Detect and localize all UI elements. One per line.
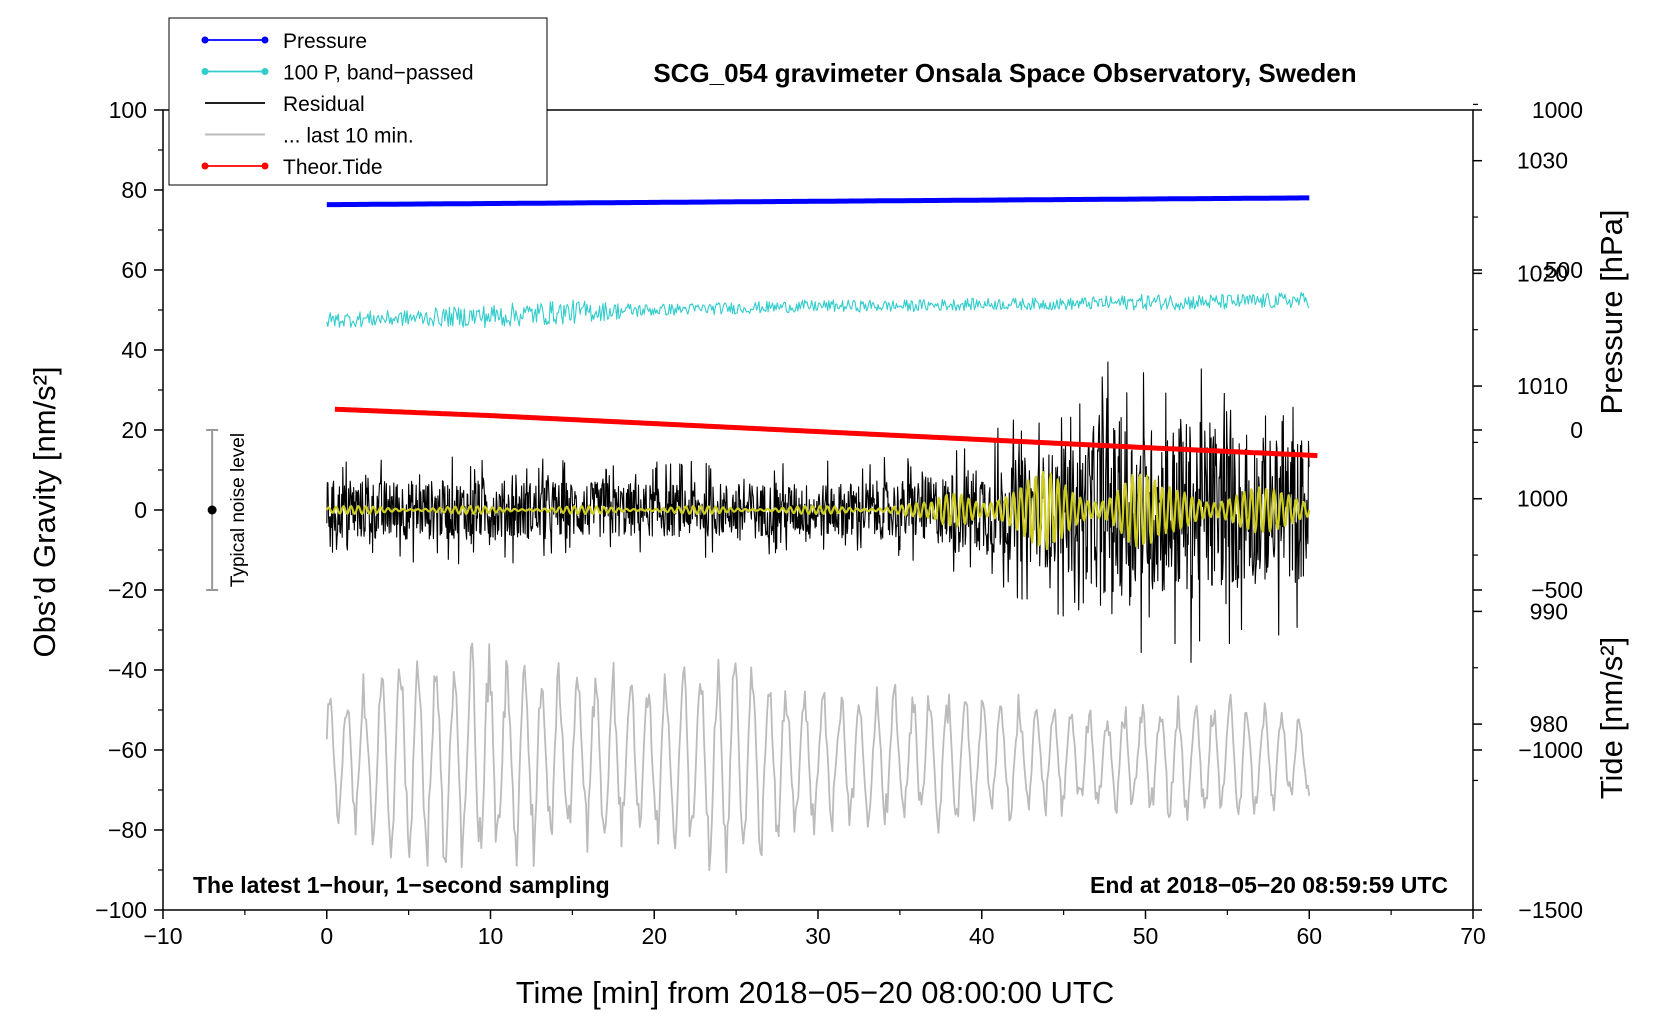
series-line-100-p-band-passed (326, 292, 1310, 329)
y-tick-label: −60 (108, 737, 147, 763)
pressure-tick-label: 980 (1530, 711, 1568, 737)
y-tick-label: 100 (109, 97, 147, 123)
x-tick-label: 40 (969, 923, 995, 949)
y-tick-label: −20 (108, 577, 147, 603)
pressure-tick-label: 990 (1530, 598, 1568, 624)
series-line-theor-tide (334, 406, 1318, 459)
noise-bar-dot (207, 505, 217, 515)
legend-box (168, 17, 548, 186)
legend-marker-start (201, 68, 209, 75)
x-tick-label: 30 (805, 923, 831, 949)
annotation-bottom-left: The latest 1−hour, 1−second sampling (193, 872, 610, 898)
series-line-pressure (326, 195, 1310, 208)
y-tick-label: 40 (121, 337, 147, 363)
x-tick-label: 10 (478, 923, 504, 949)
legend-marker-end (261, 162, 269, 170)
tide-tick-label: 1000 (1532, 97, 1583, 123)
series-line-last-10-min (325, 642, 1311, 874)
y-tick-label: 0 (134, 497, 147, 523)
pressure-axis-title: Pressure [hPa] (1594, 209, 1629, 414)
legend-marker-start (201, 36, 209, 44)
series-layer (206, 195, 1318, 874)
y-tick-label: −40 (108, 657, 147, 683)
tide-tick-label: −500 (1531, 577, 1583, 603)
pressure-tick-label: 1010 (1517, 373, 1568, 399)
legend-marker-end (261, 68, 269, 75)
tide-tick-label: 500 (1545, 257, 1583, 283)
pressure-tick-label: 1000 (1517, 486, 1568, 512)
tide-tick-label: −1000 (1518, 737, 1583, 763)
x-tick-label: 70 (1460, 923, 1486, 949)
x-tick-label: 50 (1133, 923, 1159, 949)
tide-tick-label: 0 (1570, 417, 1583, 443)
legend: Pressure 100 P, band−passed Residual ... la… (168, 17, 548, 186)
y-axis-title-left: Obs’d Gravity [nm/s²] (27, 366, 62, 657)
legend-label: Theor.Tide (283, 156, 383, 179)
annotation-bottom-right: End at 2018−05−20 08:59:59 UTC (1090, 872, 1448, 898)
x-tick-label: −10 (143, 923, 182, 949)
x-tick-label: 60 (1296, 923, 1322, 949)
x-tick-label: 0 (320, 923, 333, 949)
legend-marker-start (201, 162, 209, 170)
legend-label: ... last 10 min. (283, 125, 414, 148)
x-tick-label: 20 (641, 923, 667, 949)
chart-title: SCG_054 gravimeter Onsala Space Observat… (653, 58, 1356, 88)
legend-label: Pressure (283, 30, 367, 53)
series-line-residual (326, 361, 1310, 663)
tide-axis-title: Tide [nm/s²] (1594, 637, 1629, 800)
y-tick-label: 80 (121, 177, 147, 203)
x-axis-title: Time [min] from 2018−05−20 08:00:00 UTC (516, 975, 1115, 1010)
legend-label: 100 P, band−passed (283, 62, 474, 85)
legend-marker-end (261, 36, 269, 44)
tide-tick-label: −1500 (1518, 897, 1583, 923)
y-tick-label: −100 (95, 897, 147, 923)
series-line-residual-smoothed (325, 470, 1311, 551)
noise-level-label: Typical noise level (228, 433, 249, 587)
y-tick-label: 60 (121, 257, 147, 283)
y-tick-label: 20 (121, 417, 147, 443)
y-tick-label: −80 (108, 817, 147, 843)
pressure-tick-label: 1030 (1517, 148, 1568, 174)
legend-label: Residual (283, 93, 365, 116)
axes-layer: −10 0 10 20 30 40 50 60 70100806040200−20−40−60−… (95, 97, 1583, 949)
pressure-tick-label: 1020 (1517, 260, 1568, 286)
